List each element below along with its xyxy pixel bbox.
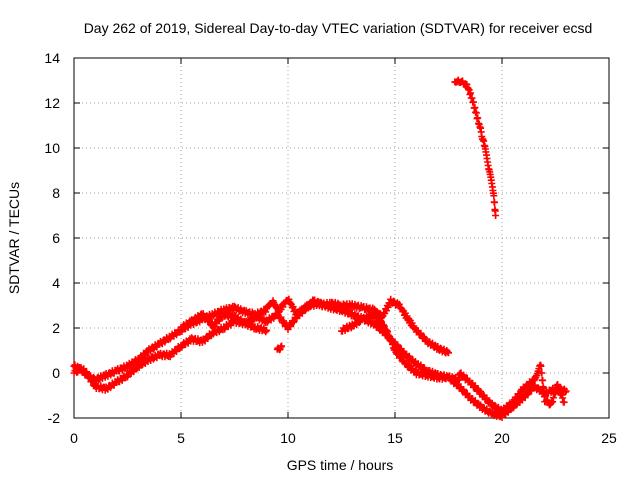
x-tick-label: 10 [280, 430, 296, 446]
y-tick-label: 6 [52, 230, 60, 246]
y-tick-label: 2 [52, 320, 60, 336]
chart-title: Day 262 of 2019, Sidereal Day-to-day VTE… [84, 20, 593, 36]
x-tick-label: 20 [494, 430, 510, 446]
x-axis-label: GPS time / hours [287, 457, 394, 473]
x-tick-label: 25 [601, 430, 617, 446]
series-arc-e [451, 76, 500, 219]
y-tick-label: 12 [44, 95, 60, 111]
series-markers [177, 309, 570, 421]
series-arc-d [273, 342, 568, 417]
y-tick-label: 14 [44, 50, 60, 66]
grid [74, 58, 609, 418]
x-tick-label: 5 [177, 430, 185, 446]
y-tick-label: 10 [44, 140, 60, 156]
series-markers [451, 76, 500, 219]
y-tick-label: 8 [52, 185, 60, 201]
x-tick-label: 0 [70, 430, 78, 446]
x-tick-labels: 0 5 10 15 20 25 [70, 430, 617, 446]
series-arc-c [177, 309, 570, 421]
series-markers [273, 342, 568, 417]
y-tick-label: 4 [52, 275, 60, 291]
data-series [70, 76, 570, 421]
y-axis-label: SDTVAR / TECUs [6, 182, 22, 294]
y-tick-label: 0 [52, 365, 60, 381]
y-tick-label: -2 [48, 410, 61, 426]
y-tick-labels: -2 0 2 4 6 8 10 12 14 [44, 50, 60, 426]
x-tick-label: 15 [387, 430, 403, 446]
